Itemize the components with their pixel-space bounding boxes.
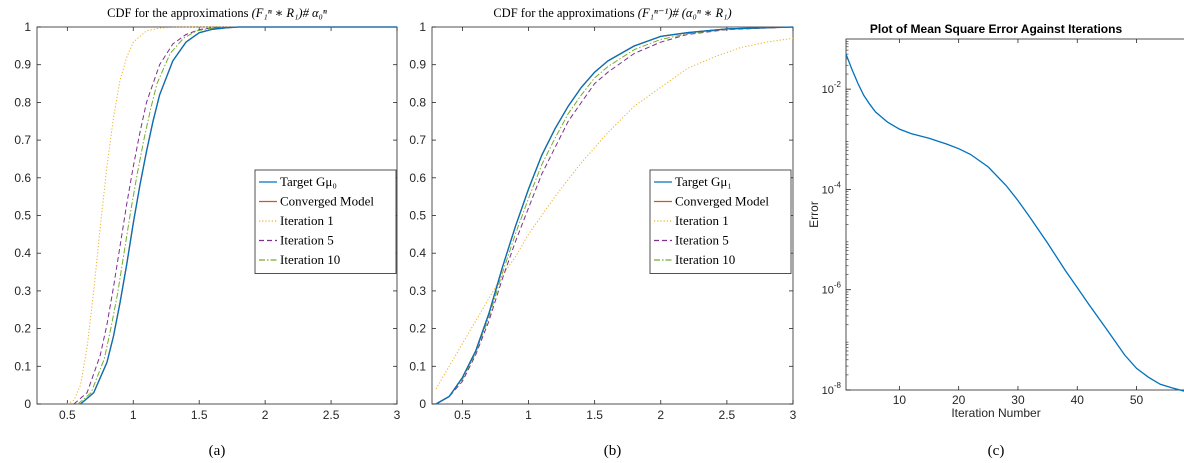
series-line-3	[435, 26, 794, 405]
legend-label-1: Converged Model	[675, 194, 769, 209]
y-tick-label: 0	[419, 397, 426, 411]
legend-label-2: Iteration 1	[675, 213, 729, 228]
y-tick-label: 0.8	[14, 95, 31, 109]
panel-a: 0 0.1 0.2 0.3 0.4 0.5 0.6 0.7 0.8 0.9 1 0.5 1 1.5 2 2.5…	[14, 6, 400, 459]
legend-label-2: Iteration 1	[280, 213, 334, 228]
y-tick-label: 0.5	[409, 209, 426, 223]
y-tick-label: 0.1	[409, 359, 426, 373]
y-tick-label: 0.8	[409, 95, 426, 109]
x-tick-label: 20	[952, 393, 966, 407]
y-tick-label: 0.1	[14, 359, 31, 373]
panel-caption: (b)	[604, 443, 622, 459]
x-tick-label: 2	[262, 408, 269, 422]
y-tick-label: 0.9	[14, 58, 31, 72]
x-tick-label: 2.5	[719, 408, 736, 422]
y-tick-label: 10-8	[822, 381, 842, 397]
series-line-3	[73, 26, 397, 405]
y-tick-label: 0.7	[409, 133, 426, 147]
series-line-0	[435, 26, 794, 405]
x-tick-label: 0.5	[59, 408, 76, 422]
series-line-2	[435, 37, 794, 390]
panel-caption: (a)	[209, 443, 226, 459]
y-tick-label: 0.7	[14, 133, 31, 147]
y-tick-label: 1	[24, 20, 31, 34]
panel-b: 0 0.1 0.2 0.3 0.4 0.5 0.6 0.7 0.8 0.9 1 0.5 1 1.5 2 2.5…	[409, 6, 796, 459]
x-tick-label: 0.5	[454, 408, 471, 422]
series-line-4	[435, 26, 794, 405]
y-tick-label: 10-2	[822, 80, 842, 96]
x-tick-label: 30	[1011, 393, 1025, 407]
legend-box	[254, 169, 397, 274]
y-tick-label: 0.4	[409, 246, 426, 260]
panel-c-axes-box	[845, 38, 1184, 391]
y-tick-label: 0.3	[14, 284, 31, 298]
legend-label-0: Target Gμ₀	[280, 174, 337, 189]
legend-label-4: Iteration 10	[280, 252, 340, 267]
x-tick-label: 1	[130, 408, 137, 422]
x-tick-label: 3	[790, 408, 797, 422]
legend-label-1: Converged Model	[280, 194, 374, 209]
series-line-0	[80, 26, 397, 405]
y-tick-label: 0.6	[409, 171, 426, 185]
y-tick-label: 0.5	[14, 209, 31, 223]
panel-c: 10-8 10-6 10-4 10-2 10 20 30 40 50 Plot of Mean S…	[807, 22, 1184, 459]
x-tick-label: 1	[525, 408, 532, 422]
y-tick-label: 0.6	[14, 171, 31, 185]
series-line-4	[77, 26, 397, 405]
x-tick-label: 1.5	[586, 408, 603, 422]
y-tick-label: 1	[419, 20, 426, 34]
legend-label-0: Target Gμ₁	[675, 174, 732, 189]
chart-title: Plot of Mean Square Error Against Iterat…	[870, 22, 1123, 36]
x-tick-label: 1.5	[191, 408, 208, 422]
x-tick-label: 3	[394, 408, 401, 422]
x-tick-label: 40	[1071, 393, 1085, 407]
y-tick-label: 0.3	[409, 284, 426, 298]
panel-caption: (c)	[988, 443, 1005, 459]
x-tick-label: 2	[657, 408, 664, 422]
legend-label-3: Iteration 5	[675, 233, 729, 248]
y-tick-label: 0.2	[14, 322, 31, 336]
y-tick-label: 10-4	[822, 180, 842, 196]
legend-label-4: Iteration 10	[675, 252, 735, 267]
y-tick-label: 10-6	[822, 281, 842, 297]
error-line	[845, 53, 1184, 392]
x-tick-label: 10	[893, 393, 907, 407]
chart-title: CDF for the approximations (F₁ⁿ⁻¹)# (α₀ⁿ…	[493, 6, 731, 20]
x-axis-label: Iteration Number	[951, 406, 1040, 420]
legend-box	[649, 169, 792, 274]
x-tick-label: 2.5	[323, 408, 340, 422]
y-tick-label: 0.4	[14, 246, 31, 260]
y-tick-label: 0	[24, 397, 31, 411]
y-tick-label: 0.2	[409, 322, 426, 336]
x-tick-label: 50	[1130, 393, 1144, 407]
y-tick-label: 0.9	[409, 58, 426, 72]
y-axis-label: Error	[807, 201, 821, 228]
legend-label-3: Iteration 5	[280, 233, 334, 248]
chart-title: CDF for the approximations (F₁ⁿ ∗ R₁)# α…	[107, 6, 327, 20]
